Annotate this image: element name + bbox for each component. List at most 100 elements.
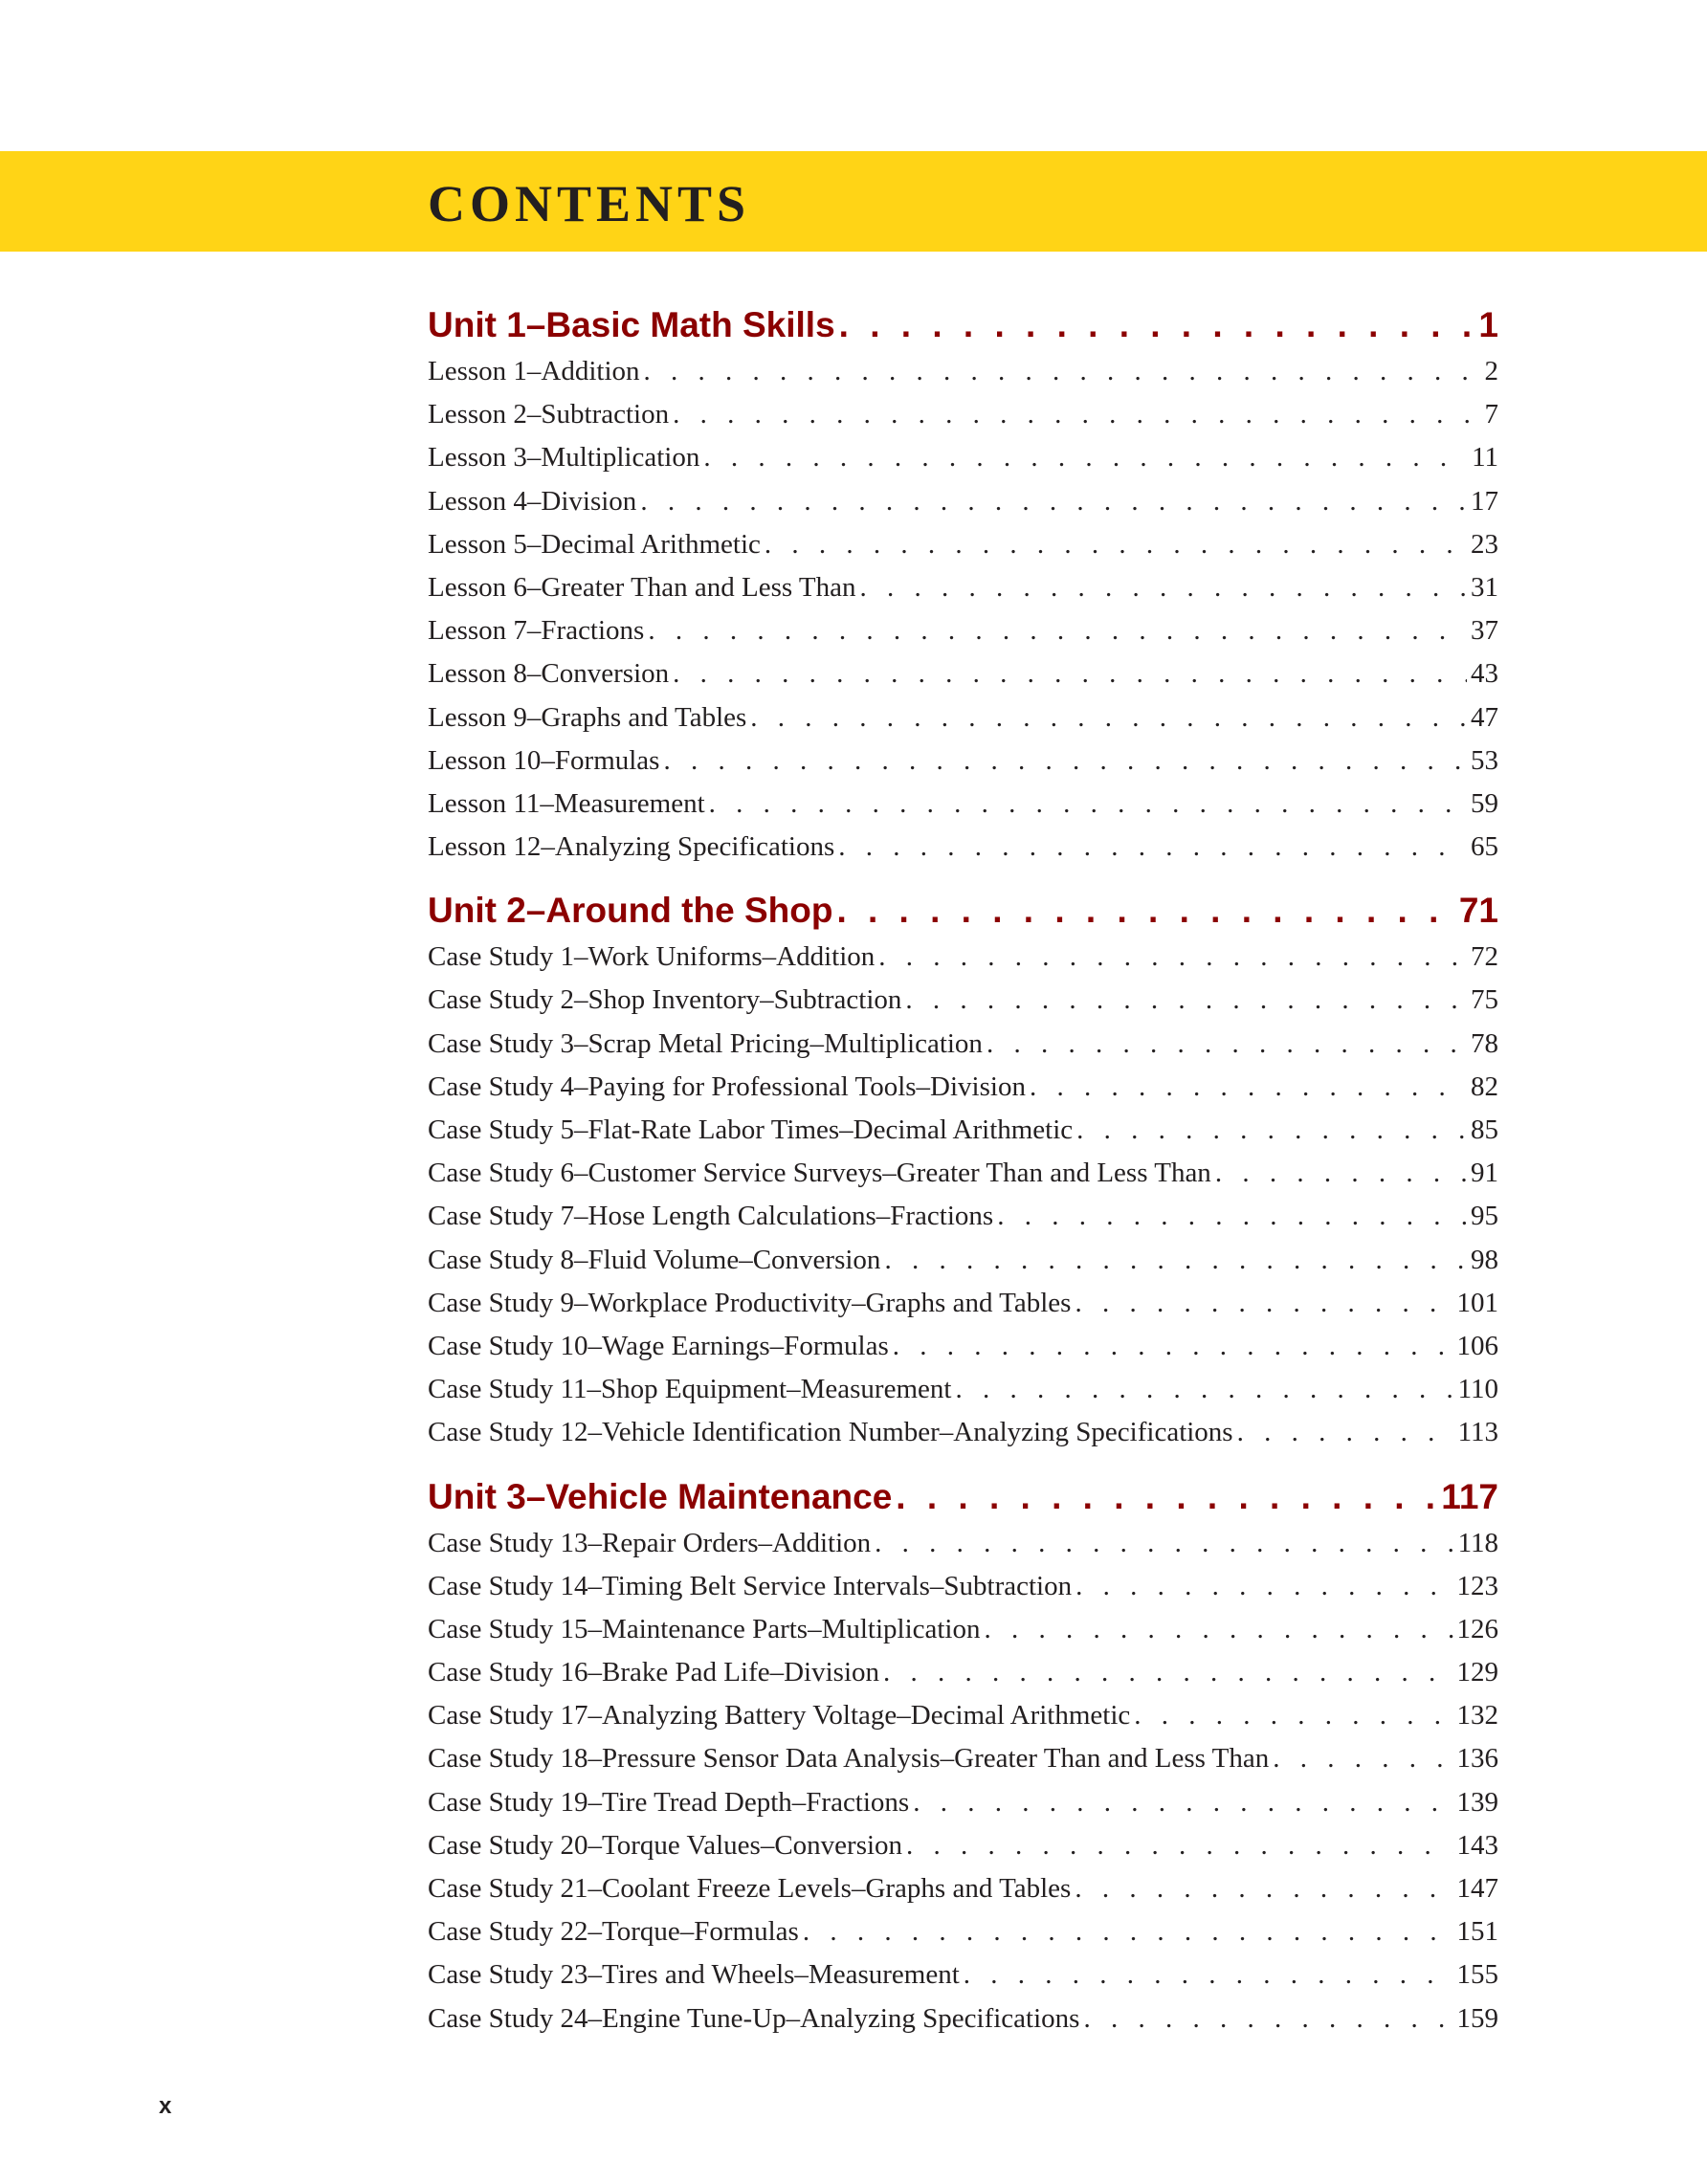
entry-title: Case Study 9–Workplace Productivity–Grap… [428, 1287, 1072, 1318]
entry-page: 155 [1456, 1959, 1499, 1991]
entry-page: 7 [1484, 399, 1499, 430]
unit-title: Unit 1–Basic Math Skills [428, 305, 835, 344]
dot-leader [913, 1781, 1452, 1824]
toc-entry[interactable]: Case Study 5–Flat-Rate Labor Times–Decim… [428, 1109, 1498, 1152]
entry-page: 43 [1471, 658, 1498, 690]
unit-title: Unit 2–Around the Shop [428, 891, 833, 931]
toc-entry[interactable]: Lesson 2–Subtraction 7 [428, 393, 1498, 436]
toc-entry[interactable]: Case Study 2–Shop Inventory–Subtraction 7… [428, 979, 1498, 1022]
entry-title: Lesson 5–Decimal Arithmetic [428, 528, 761, 560]
entry-page: 110 [1457, 1374, 1498, 1405]
toc-entry[interactable]: Case Study 20–Torque Values–Conversion 14… [428, 1824, 1498, 1867]
entry-title: Case Study 23–Tires and Wheels–Measureme… [428, 1959, 960, 1991]
toc-entry[interactable]: Case Study 3–Scrap Metal Pricing–Multipl… [428, 1023, 1498, 1066]
toc-entry[interactable]: Case Study 4–Paying for Professional Too… [428, 1066, 1498, 1109]
entry-title: Case Study 20–Torque Values–Conversion [428, 1829, 903, 1861]
entry-page: 65 [1471, 831, 1498, 863]
toc-entry[interactable]: Case Study 12–Vehicle Identification Num… [428, 1411, 1498, 1454]
unit-page: 1 [1478, 305, 1498, 344]
entry-title: Case Study 1–Work Uniforms–Addition [428, 941, 876, 973]
dot-leader [644, 350, 1481, 393]
entry-page: 78 [1471, 1027, 1498, 1059]
entry-page: 95 [1471, 1201, 1498, 1232]
dot-leader [1076, 1109, 1467, 1152]
toc-entry[interactable]: Case Study 19–Tire Tread Depth–Fractions… [428, 1781, 1498, 1824]
unit-heading[interactable]: Unit 2–Around the Shop 71 [428, 886, 1498, 936]
toc-entry[interactable]: Case Study 15–Maintenance Parts–Multipli… [428, 1608, 1498, 1651]
toc-entry[interactable]: Lesson 10–Formulas 53 [428, 739, 1498, 783]
entry-page: 23 [1471, 528, 1498, 560]
dot-leader [1075, 1867, 1452, 1910]
toc-entry[interactable]: Case Study 22–Torque–Formulas 151 [428, 1910, 1498, 1953]
entry-page: 143 [1456, 1829, 1499, 1861]
dot-leader [1030, 1066, 1467, 1109]
toc-entry[interactable]: Case Study 1–Work Uniforms–Addition 72 [428, 936, 1498, 979]
toc-entry[interactable]: Case Study 11–Shop Equipment–Measurement… [428, 1368, 1498, 1411]
entry-title: Case Study 11–Shop Equipment–Measurement [428, 1374, 952, 1405]
unit-page: 71 [1458, 891, 1498, 931]
toc-entry[interactable]: Case Study 7–Hose Length Calculations–Fr… [428, 1195, 1498, 1238]
entry-title: Case Study 22–Torque–Formulas [428, 1916, 799, 1948]
dot-leader [1134, 1694, 1452, 1737]
entry-title: Case Study 16–Brake Pad Life–Division [428, 1657, 880, 1688]
toc-entry[interactable]: Lesson 8–Conversion 43 [428, 652, 1498, 695]
entry-title: Case Study 14–Timing Belt Service Interv… [428, 1570, 1073, 1601]
toc-entry[interactable]: Case Study 18–Pressure Sensor Data Analy… [428, 1737, 1498, 1780]
entry-title: Lesson 4–Division [428, 485, 637, 517]
toc-entry[interactable]: Case Study 16–Brake Pad Life–Division 129 [428, 1651, 1498, 1694]
dot-leader [1075, 1565, 1452, 1608]
unit-section: Unit 1–Basic Math Skills 1 Lesson 1–Additi… [428, 300, 1498, 869]
toc-entry[interactable]: Case Study 6–Customer Service Surveys–Gr… [428, 1152, 1498, 1195]
toc-entry[interactable]: Lesson 12–Analyzing Specifications 65 [428, 826, 1498, 869]
entry-title: Case Study 3–Scrap Metal Pricing–Multipl… [428, 1027, 983, 1059]
entry-page: 17 [1471, 485, 1498, 517]
entry-page: 139 [1456, 1786, 1499, 1818]
toc-entry[interactable]: Lesson 3–Multiplication 11 [428, 436, 1498, 479]
toc-entry[interactable]: Lesson 7–Fractions 37 [428, 609, 1498, 652]
toc-entry[interactable]: Case Study 9–Workplace Productivity–Grap… [428, 1282, 1498, 1325]
toc-entry[interactable]: Case Study 17–Analyzing Battery Voltage–… [428, 1694, 1498, 1737]
toc-entry[interactable]: Lesson 11–Measurement 59 [428, 783, 1498, 826]
toc-entry[interactable]: Case Study 23–Tires and Wheels–Measureme… [428, 1953, 1498, 1996]
page-title: CONTENTS [428, 175, 751, 232]
dot-leader [839, 300, 1475, 350]
dot-leader [884, 1239, 1467, 1282]
entry-page: 106 [1456, 1330, 1499, 1361]
entry-title: Lesson 1–Addition [428, 356, 640, 386]
toc-entry[interactable]: Case Study 14–Timing Belt Service Interv… [428, 1565, 1498, 1608]
entry-title: Case Study 15–Maintenance Parts–Multipli… [428, 1613, 981, 1644]
dot-leader [1083, 1997, 1452, 2041]
unit-heading[interactable]: Unit 1–Basic Math Skills 1 [428, 300, 1498, 350]
entry-page: 129 [1456, 1657, 1499, 1688]
toc-entry[interactable]: Case Study 21–Coolant Freeze Levels–Grap… [428, 1867, 1498, 1910]
entry-page: 98 [1471, 1244, 1498, 1275]
dot-leader [1237, 1411, 1454, 1454]
unit-heading[interactable]: Unit 3–Vehicle Maintenance 117 [428, 1472, 1498, 1522]
dot-leader [964, 1953, 1453, 1996]
entry-page: 101 [1456, 1287, 1499, 1318]
entry-title: Case Study 4–Paying for Professional Too… [428, 1070, 1026, 1102]
toc-entry[interactable]: Lesson 1–Addition 2 [428, 350, 1498, 393]
entry-page: 47 [1471, 701, 1498, 733]
entry-page: 136 [1456, 1743, 1499, 1775]
toc-entry[interactable]: Case Study 24–Engine Tune-Up–Analyzing S… [428, 1997, 1498, 2041]
toc-entry[interactable]: Lesson 6–Greater Than and Less Than 31 [428, 566, 1498, 609]
entry-title: Case Study 8–Fluid Volume–Conversion [428, 1244, 881, 1275]
dot-leader [765, 523, 1467, 566]
unit-section: Unit 2–Around the Shop 71 Case Study 1–Wor… [428, 886, 1498, 1454]
entry-page: 31 [1471, 571, 1498, 603]
toc-entry[interactable]: Lesson 9–Graphs and Tables 47 [428, 696, 1498, 739]
toc-entry[interactable]: Case Study 8–Fluid Volume–Conversion 98 [428, 1239, 1498, 1282]
dot-leader [896, 1472, 1437, 1522]
entry-page: 37 [1471, 615, 1498, 647]
toc-entry[interactable]: Case Study 13–Repair Orders–Addition 118 [428, 1522, 1498, 1565]
unit-section: Unit 3–Vehicle Maintenance 117 Case Study … [428, 1472, 1498, 2041]
dot-leader [640, 480, 1467, 523]
entry-page: 82 [1471, 1070, 1498, 1102]
toc-entry[interactable]: Case Study 10–Wage Earnings–Formulas 106 [428, 1325, 1498, 1368]
entry-page: 151 [1456, 1916, 1499, 1948]
entry-title: Lesson 2–Subtraction [428, 399, 670, 430]
toc-entry[interactable]: Lesson 4–Division 17 [428, 480, 1498, 523]
toc-entry[interactable]: Lesson 5–Decimal Arithmetic 23 [428, 523, 1498, 566]
entry-title: Case Study 2–Shop Inventory–Subtraction [428, 984, 902, 1016]
